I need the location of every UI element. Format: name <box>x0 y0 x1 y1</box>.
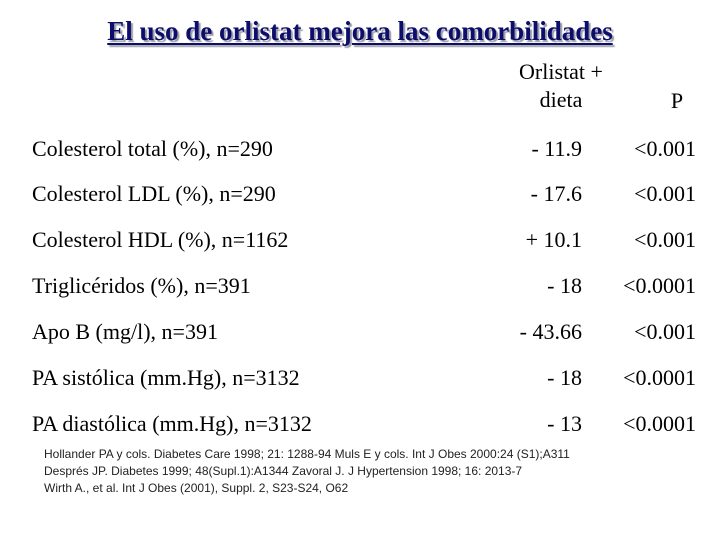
row-p-value: <0.001 <box>634 136 696 161</box>
row-p-value: <0.0001 <box>623 273 696 298</box>
table-row: Triglicéridos (%), n=391 - 18 <0.0001 <box>0 273 720 303</box>
table-row: Apo B (mg/l), n=391 - 43.66 <0.001 <box>0 319 720 349</box>
row-label: PA diastólica (mm.Hg), n=3132 <box>32 411 312 436</box>
row-p-value: <0.0001 <box>623 411 696 436</box>
row-value: - 13 <box>547 411 582 436</box>
row-p-value: <0.001 <box>634 181 696 206</box>
reference-line: Després JP. Diabetes 1999; 48(Supl.1):A1… <box>44 464 523 478</box>
table-row: Colesterol LDL (%), n=290 - 17.6 <0.001 <box>0 181 720 211</box>
row-p-value: <0.0001 <box>623 365 696 390</box>
row-p-value: <0.001 <box>634 227 696 252</box>
row-p-value: <0.001 <box>634 319 696 344</box>
row-value: - 11.9 <box>531 136 582 161</box>
row-label: Colesterol HDL (%), n=1162 <box>32 227 289 252</box>
row-value: - 43.66 <box>519 319 582 344</box>
table-row: PA diastólica (mm.Hg), n=3132 - 13 <0.00… <box>0 411 720 441</box>
slide-title: El uso de orlistat mejora las comorbilid… <box>107 16 613 46</box>
column-header-treatment-line1: Orlistat + <box>519 59 603 84</box>
row-label: PA sistólica (mm.Hg), n=3132 <box>32 365 300 390</box>
row-label: Triglicéridos (%), n=391 <box>32 273 251 298</box>
row-label: Apo B (mg/l), n=391 <box>32 319 218 344</box>
row-label: Colesterol total (%), n=290 <box>32 136 273 161</box>
table-row: PA sistólica (mm.Hg), n=3132 - 18 <0.000… <box>0 365 720 395</box>
column-header-treatment-line2: dieta <box>539 87 583 112</box>
column-header-p: P <box>670 88 684 113</box>
references: Hollander PA y cols. Diabetes Care 1998;… <box>44 446 570 497</box>
row-value: - 18 <box>547 273 582 298</box>
row-value: - 18 <box>547 365 582 390</box>
table-row: Colesterol HDL (%), n=1162 + 10.1 <0.001 <box>0 227 720 257</box>
row-label: Colesterol LDL (%), n=290 <box>32 181 276 206</box>
reference-line: Wirth A., et al. Int J Obes (2001), Supp… <box>44 481 349 495</box>
reference-line: Hollander PA y cols. Diabetes Care 1998;… <box>44 447 570 461</box>
row-value: - 17.6 <box>530 181 582 206</box>
column-header-treatment: Orlistat + dieta <box>486 58 636 114</box>
row-value: + 10.1 <box>525 227 582 252</box>
table-row: Colesterol total (%), n=290 - 11.9 <0.00… <box>0 136 720 166</box>
